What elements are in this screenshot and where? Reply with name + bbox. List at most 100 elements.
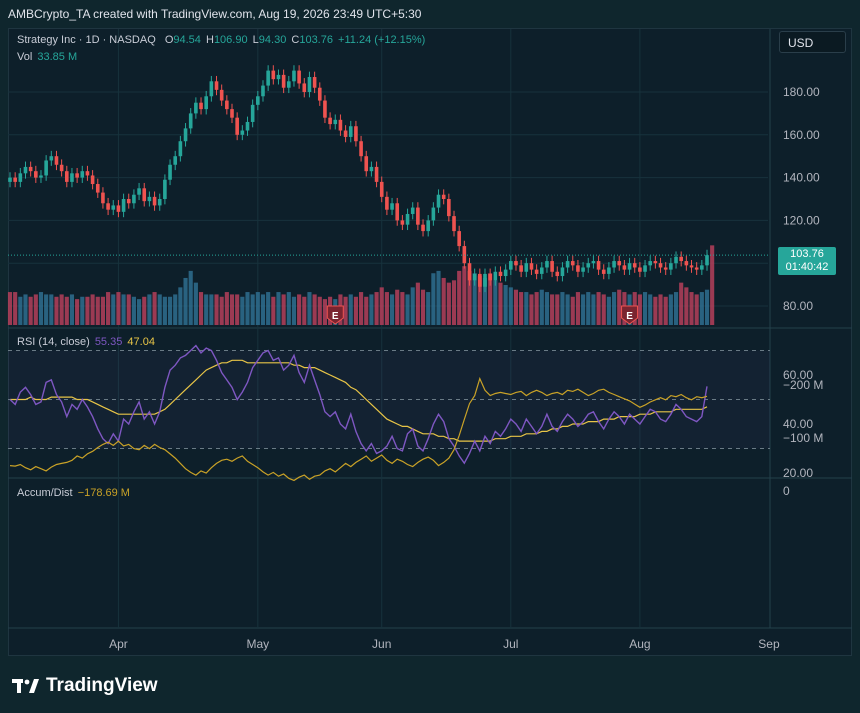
volume-bar xyxy=(384,292,389,325)
volume-bar xyxy=(33,294,38,325)
volume-bar xyxy=(286,292,291,325)
rsi-tick-label: 20.00 xyxy=(783,466,813,480)
volume-bar xyxy=(405,294,410,325)
ad-legend[interactable]: Accum/Dist −178.69 M xyxy=(17,487,132,499)
candle xyxy=(292,65,296,87)
candle xyxy=(219,84,224,106)
volume-bar xyxy=(544,292,550,325)
volume-bar xyxy=(451,280,457,325)
candle-body xyxy=(333,119,338,125)
candle xyxy=(426,215,431,237)
candle xyxy=(483,268,487,293)
volume-bar xyxy=(137,299,142,325)
candle xyxy=(111,200,116,216)
candle xyxy=(121,193,126,218)
candle xyxy=(570,255,575,271)
candle xyxy=(34,165,38,183)
candle-body xyxy=(75,173,79,178)
candle-body xyxy=(359,141,363,157)
candle-body xyxy=(199,102,203,110)
candle xyxy=(261,80,265,102)
volume-bar xyxy=(121,294,126,325)
volume-bar xyxy=(276,292,281,325)
candle xyxy=(447,193,451,222)
candle xyxy=(705,249,709,271)
ad-value: −178.69 M xyxy=(77,487,130,499)
candle xyxy=(276,69,281,85)
rsi-legend[interactable]: RSI (14, close) 55.35 47.04 xyxy=(17,336,157,348)
volume-bar xyxy=(642,292,648,325)
volume-legend[interactable]: Vol 33.85 M xyxy=(17,51,79,63)
volume-bar xyxy=(131,296,136,325)
close-label: C xyxy=(291,34,300,46)
candle-body xyxy=(323,100,327,118)
candle-body xyxy=(452,216,456,232)
candle-body xyxy=(297,70,301,84)
candle xyxy=(550,255,554,278)
candle xyxy=(126,193,131,209)
candle-body xyxy=(292,70,296,82)
candle-body xyxy=(64,171,69,182)
volume-bar xyxy=(100,296,105,325)
candle xyxy=(379,176,384,203)
volume-bar xyxy=(266,292,271,325)
candle xyxy=(643,259,647,278)
candle xyxy=(70,167,74,188)
candle-body xyxy=(85,171,90,176)
symbol-legend[interactable]: Strategy Inc · 1D · NASDAQ O94.54 H106.9… xyxy=(17,34,427,46)
currency-button[interactable]: USD xyxy=(779,31,846,53)
volume-bar xyxy=(420,289,426,325)
brand-name: TradingView xyxy=(46,675,158,696)
chart-frame[interactable] xyxy=(8,28,852,656)
candle xyxy=(101,187,105,209)
candle xyxy=(421,219,425,237)
rsi-tick-label: 40.00 xyxy=(783,417,813,431)
candle xyxy=(395,197,400,226)
tradingview-logo-icon xyxy=(12,679,39,693)
volume-bar xyxy=(157,294,162,325)
volume-bar xyxy=(28,296,33,325)
earnings-badge xyxy=(621,305,639,325)
candle-body xyxy=(23,166,28,174)
candle xyxy=(364,150,369,177)
candle xyxy=(405,208,410,231)
volume-bar xyxy=(142,296,147,325)
volume-bar xyxy=(229,294,235,325)
candle xyxy=(312,71,317,94)
candle xyxy=(581,262,585,278)
open-value: 94.54 xyxy=(173,34,201,46)
candle xyxy=(503,264,508,282)
low-label: L xyxy=(252,34,259,46)
volume-bar xyxy=(23,294,28,325)
earnings-letter: E xyxy=(332,311,339,322)
volume-bar xyxy=(457,270,462,325)
candle xyxy=(23,161,28,179)
volume-bar xyxy=(85,296,90,325)
volume-bar xyxy=(255,292,260,325)
candle xyxy=(694,262,699,275)
candle-body xyxy=(194,102,198,114)
candle-body xyxy=(317,87,322,101)
volume-bar xyxy=(503,285,508,325)
volume-bar xyxy=(260,294,266,325)
candle-body xyxy=(90,175,95,185)
volume-bar xyxy=(663,296,668,325)
price-tick-label: 180.00 xyxy=(783,85,820,99)
candle-body xyxy=(276,74,281,80)
candle-body xyxy=(632,263,637,268)
candle xyxy=(684,255,689,271)
candle-body xyxy=(405,213,410,225)
candle-body xyxy=(348,126,353,137)
volume-bar xyxy=(513,289,519,325)
candle xyxy=(75,167,79,183)
price-tick-label: 80.00 xyxy=(783,299,813,313)
candle-body xyxy=(586,263,591,268)
volume-bar xyxy=(565,294,570,325)
candle xyxy=(286,75,291,94)
candle xyxy=(669,257,673,275)
tradingview-brand[interactable]: TradingView xyxy=(12,672,158,700)
candle-body xyxy=(235,117,239,135)
candle-body xyxy=(570,261,575,266)
